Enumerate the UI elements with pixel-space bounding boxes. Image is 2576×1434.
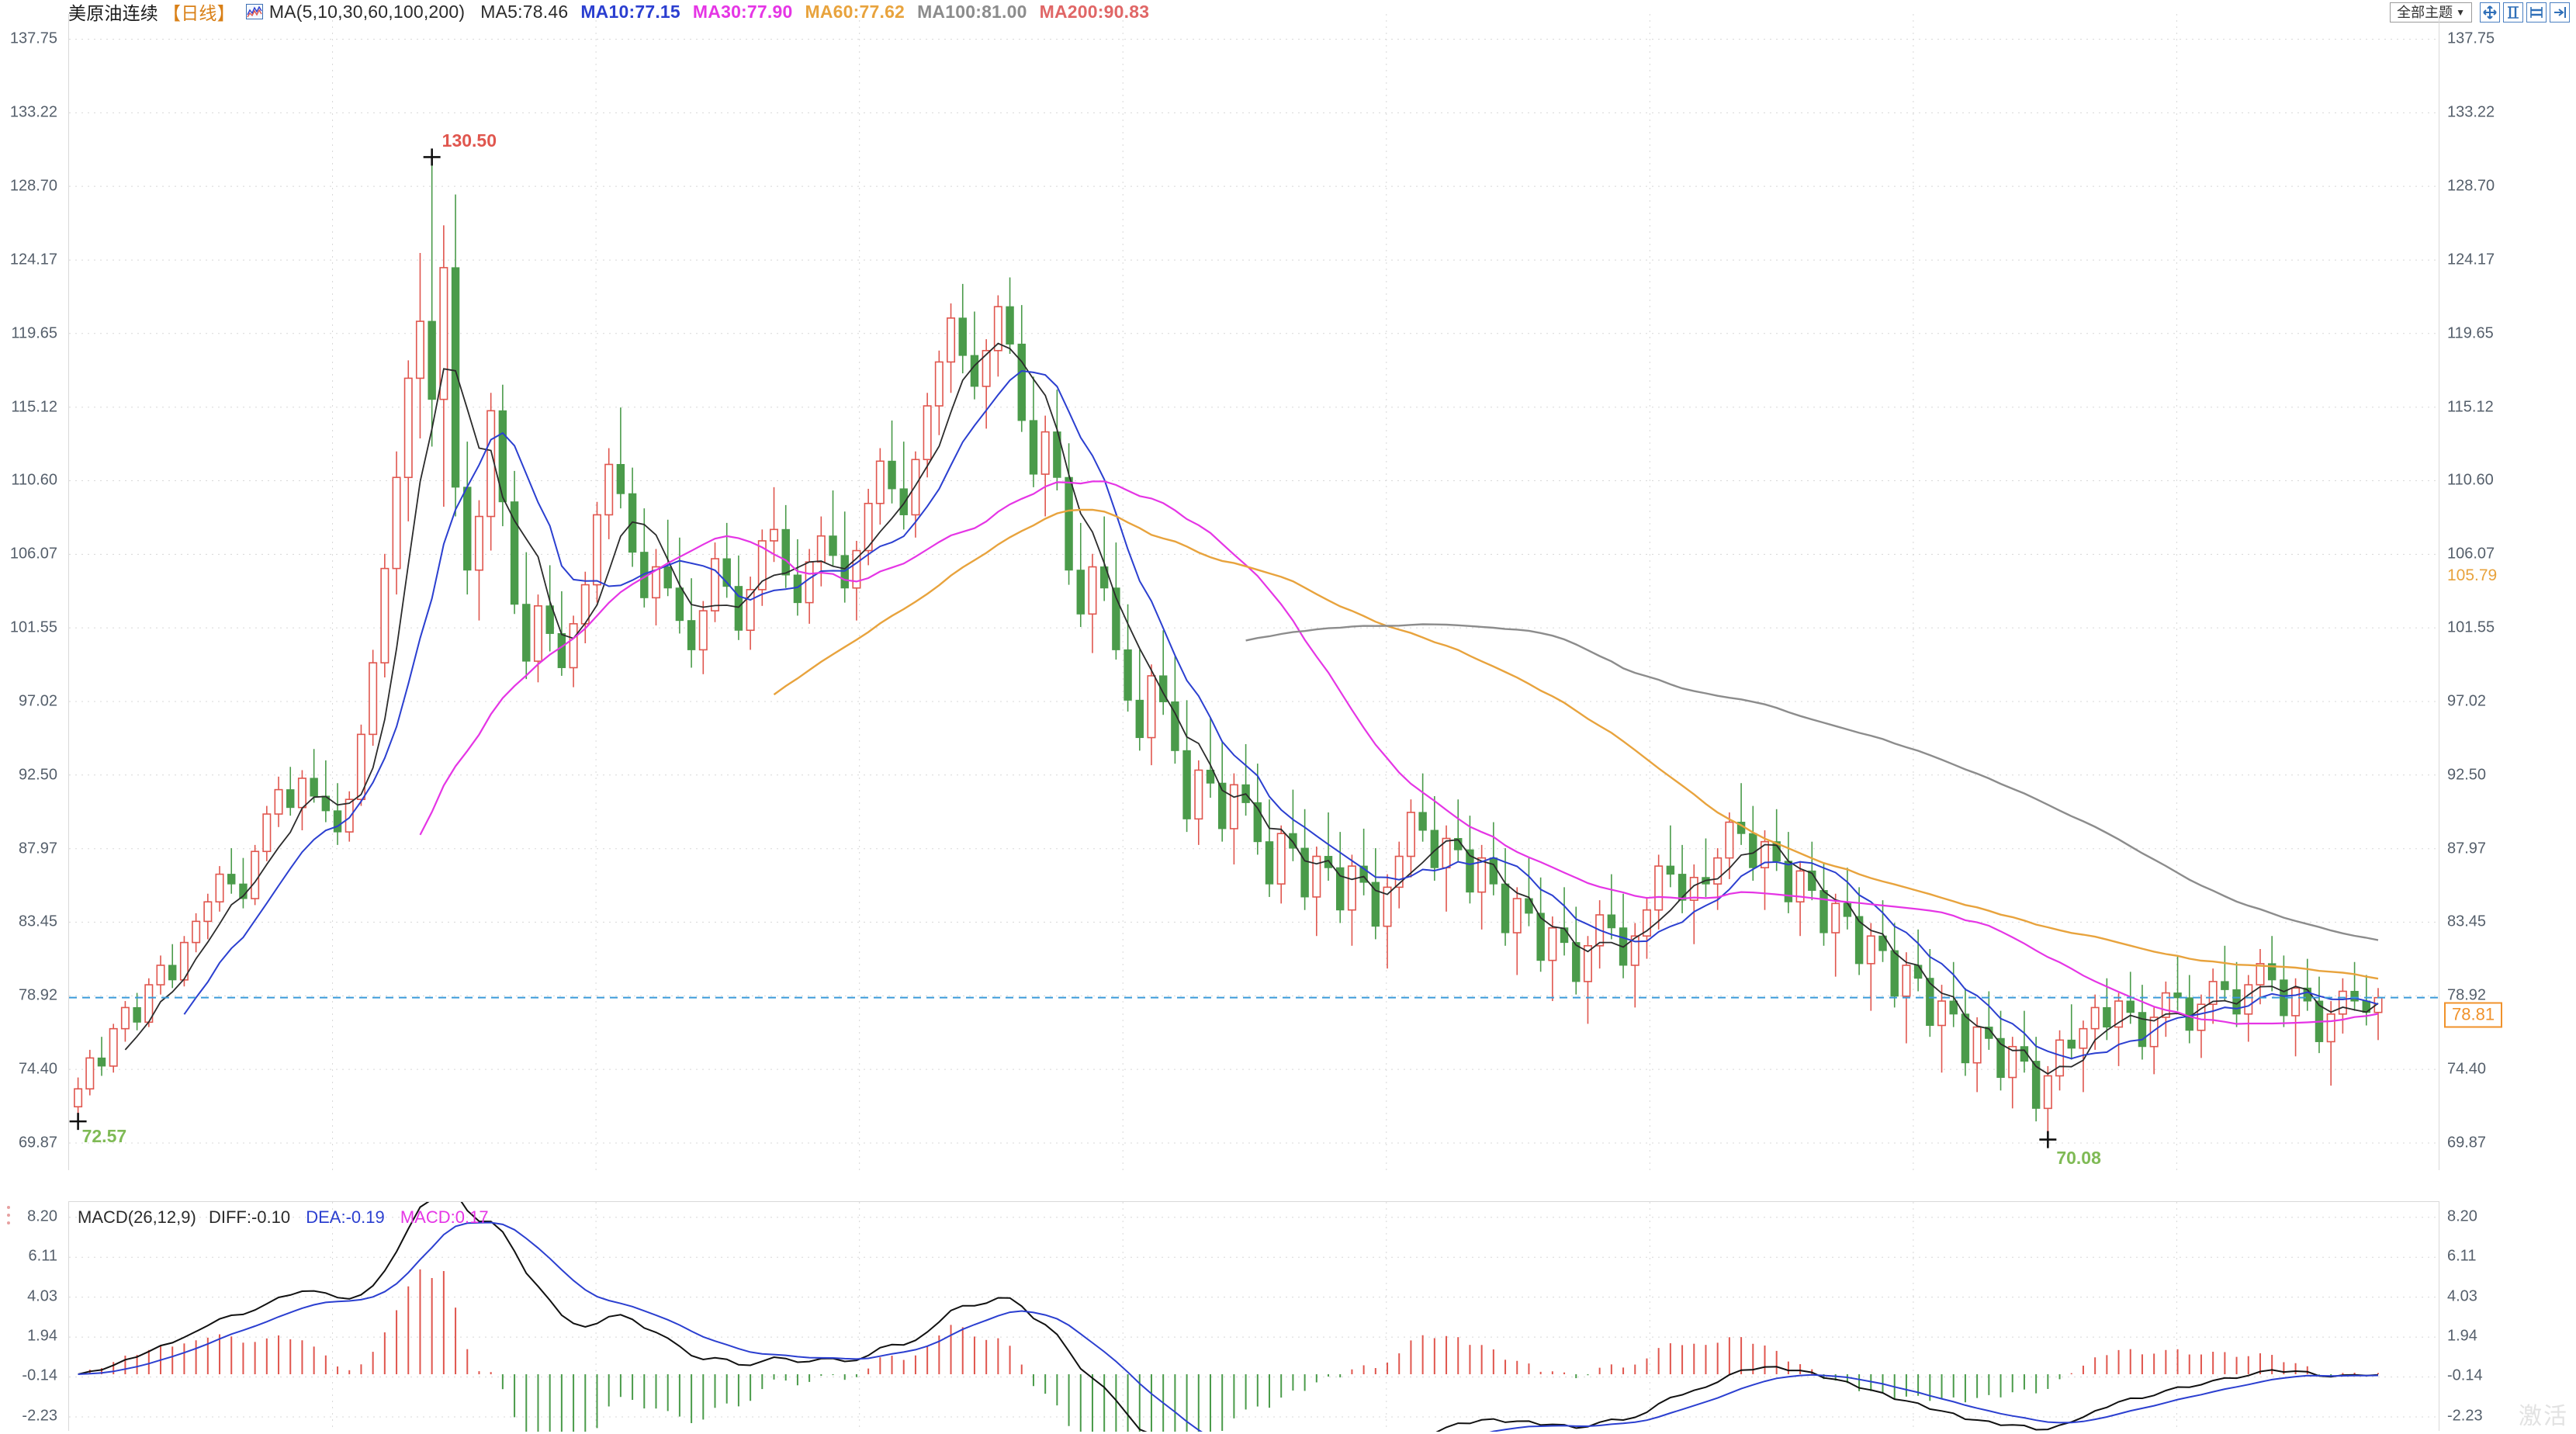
crosshair-move-icon[interactable]	[2480, 2, 2500, 23]
price-chart-canvas	[69, 14, 2440, 1170]
macd-dea-value: DEA:-0.19	[306, 1207, 385, 1227]
price-axis-right-tick: 110.60	[2447, 471, 2494, 489]
start-annotation: 72.57	[81, 1126, 127, 1147]
price-axis-right-tick: 133.22	[2447, 103, 2495, 121]
chevron-down-icon: ▼	[2456, 7, 2465, 18]
ma5-value: MA5:78.46	[480, 1, 569, 22]
macd-axis-left-tick: 1.94	[27, 1327, 57, 1345]
macd-axis-right-tick: 4.03	[2447, 1287, 2477, 1305]
price-axis-right-tick: 137.75	[2447, 29, 2495, 47]
macd-axis-left-tick: -0.14	[22, 1366, 57, 1384]
price-axis-left-tick: 115.12	[11, 398, 57, 416]
macd-axis-right: 8.20 6.11 4.03 1.94 -0.14 -2.23	[2441, 1201, 2576, 1431]
macd-axis-left-tick: 6.11	[28, 1247, 57, 1265]
price-axis-left-tick: 74.40	[18, 1060, 57, 1078]
price-axis-left-tick: 133.22	[9, 103, 57, 121]
price-axis-right-tick: 97.02	[2447, 692, 2487, 710]
ma-formula-label: MA(5,10,30,60,100,200)	[268, 1, 466, 22]
price-axis-left-tick: 69.87	[18, 1134, 57, 1152]
macd-diff-value: DIFF:-0.10	[208, 1207, 291, 1227]
price-axis-right-tick: 124.17	[2447, 251, 2495, 268]
macd-axis-left-tick: 4.03	[27, 1287, 57, 1305]
macd-macd-value: MACD:0.17	[400, 1207, 489, 1227]
macd-axis-right-tick: -0.14	[2447, 1366, 2483, 1384]
tool-button-group	[2480, 2, 2570, 23]
ma100-value: MA100:81.00	[917, 1, 1027, 22]
price-axis-right-tick: 115.12	[2447, 398, 2494, 416]
price-axis-left-tick: 78.92	[18, 986, 57, 1004]
jump-to-latest-icon[interactable]	[2550, 2, 2570, 23]
panel-resize-dots-icon[interactable]	[2, 1201, 16, 1240]
price-axis-left-tick: 128.70	[9, 177, 57, 195]
macd-axis-right-tick: -2.23	[2447, 1407, 2483, 1425]
price-axis-right: 137.75 133.22 128.70 124.17 119.65 115.12 110.…	[2441, 14, 2576, 1170]
price-axis-left-tick: 92.50	[18, 766, 57, 784]
symbol-name: 美原油连续	[68, 3, 158, 23]
macd-params-label: MACD(26,12,9)	[78, 1207, 196, 1227]
price-axis-left-tick: 106.07	[9, 545, 57, 563]
price-axis-left-tick: 83.45	[18, 913, 57, 930]
price-axis-left: 137.75 133.22 128.70 124.17 119.65 115.12 110.…	[0, 14, 64, 1170]
ma200-value: MA200:90.83	[1039, 1, 1150, 22]
price-axis-right-tick: 101.55	[2447, 618, 2495, 636]
ma60-price-label: 105.79	[2447, 566, 2498, 585]
zoom-vertical-icon[interactable]	[2503, 2, 2523, 23]
macd-axis-left: 8.20 6.11 4.03 1.94 -0.14 -2.23	[0, 1201, 64, 1431]
price-axis-left-tick: 124.17	[9, 251, 57, 268]
chart-header: 美原油连续 【日线】 MA(5,10,30,60,100,200) MA5:78…	[0, 0, 2576, 24]
ma60-value: MA60:77.62	[805, 1, 905, 22]
price-axis-left-tick: 110.60	[11, 471, 57, 489]
macd-chart-canvas	[69, 1202, 2440, 1432]
macd-axis-right-tick: 6.11	[2447, 1247, 2477, 1265]
ma10-value: MA10:77.15	[580, 1, 680, 22]
price-axis-left-tick: 137.75	[9, 29, 57, 47]
macd-axis-right-tick: 1.94	[2447, 1327, 2477, 1345]
price-axis-right-tick: 69.87	[2447, 1134, 2487, 1152]
price-axis-right-tick: 128.70	[2447, 177, 2495, 195]
price-axis-right-tick: 106.07	[2447, 545, 2495, 563]
price-axis-right-tick: 74.40	[2447, 1060, 2487, 1078]
low-annotation: 70.08	[2056, 1147, 2101, 1168]
zoom-horizontal-icon[interactable]	[2526, 2, 2547, 23]
last-price-badge[interactable]: 78.81	[2444, 1002, 2503, 1028]
price-axis-left-tick: 101.55	[9, 618, 57, 636]
price-axis-left-tick: 87.97	[18, 840, 57, 857]
high-annotation: 130.50	[441, 130, 497, 151]
macd-title: MACD(26,12,9) DIFF:-0.10 DEA:-0.19 MACD:…	[78, 1207, 489, 1228]
price-axis-right-tick: 92.50	[2447, 766, 2487, 784]
watermark: 激活	[2519, 1404, 2568, 1429]
macd-axis-left-tick: 8.20	[27, 1207, 57, 1225]
price-axis-right-tick: 87.97	[2447, 840, 2487, 857]
macd-axis-left-tick: -2.23	[22, 1407, 57, 1425]
price-axis-right-tick: 78.92	[2447, 986, 2487, 1004]
macd-chart-pane[interactable]	[68, 1201, 2440, 1432]
price-axis-left-tick: 97.02	[18, 692, 57, 710]
price-axis-right-tick: 119.65	[2447, 324, 2494, 342]
price-axis-left-tick: 119.65	[11, 324, 57, 342]
symbol-period: 【日线】	[163, 3, 235, 23]
ma-indicator-icon[interactable]	[245, 4, 263, 19]
ma30-value: MA30:77.90	[692, 1, 793, 22]
macd-axis-right-tick: 8.20	[2447, 1207, 2477, 1225]
price-axis-right-tick: 83.45	[2447, 913, 2487, 930]
price-chart-pane[interactable]	[68, 14, 2440, 1170]
